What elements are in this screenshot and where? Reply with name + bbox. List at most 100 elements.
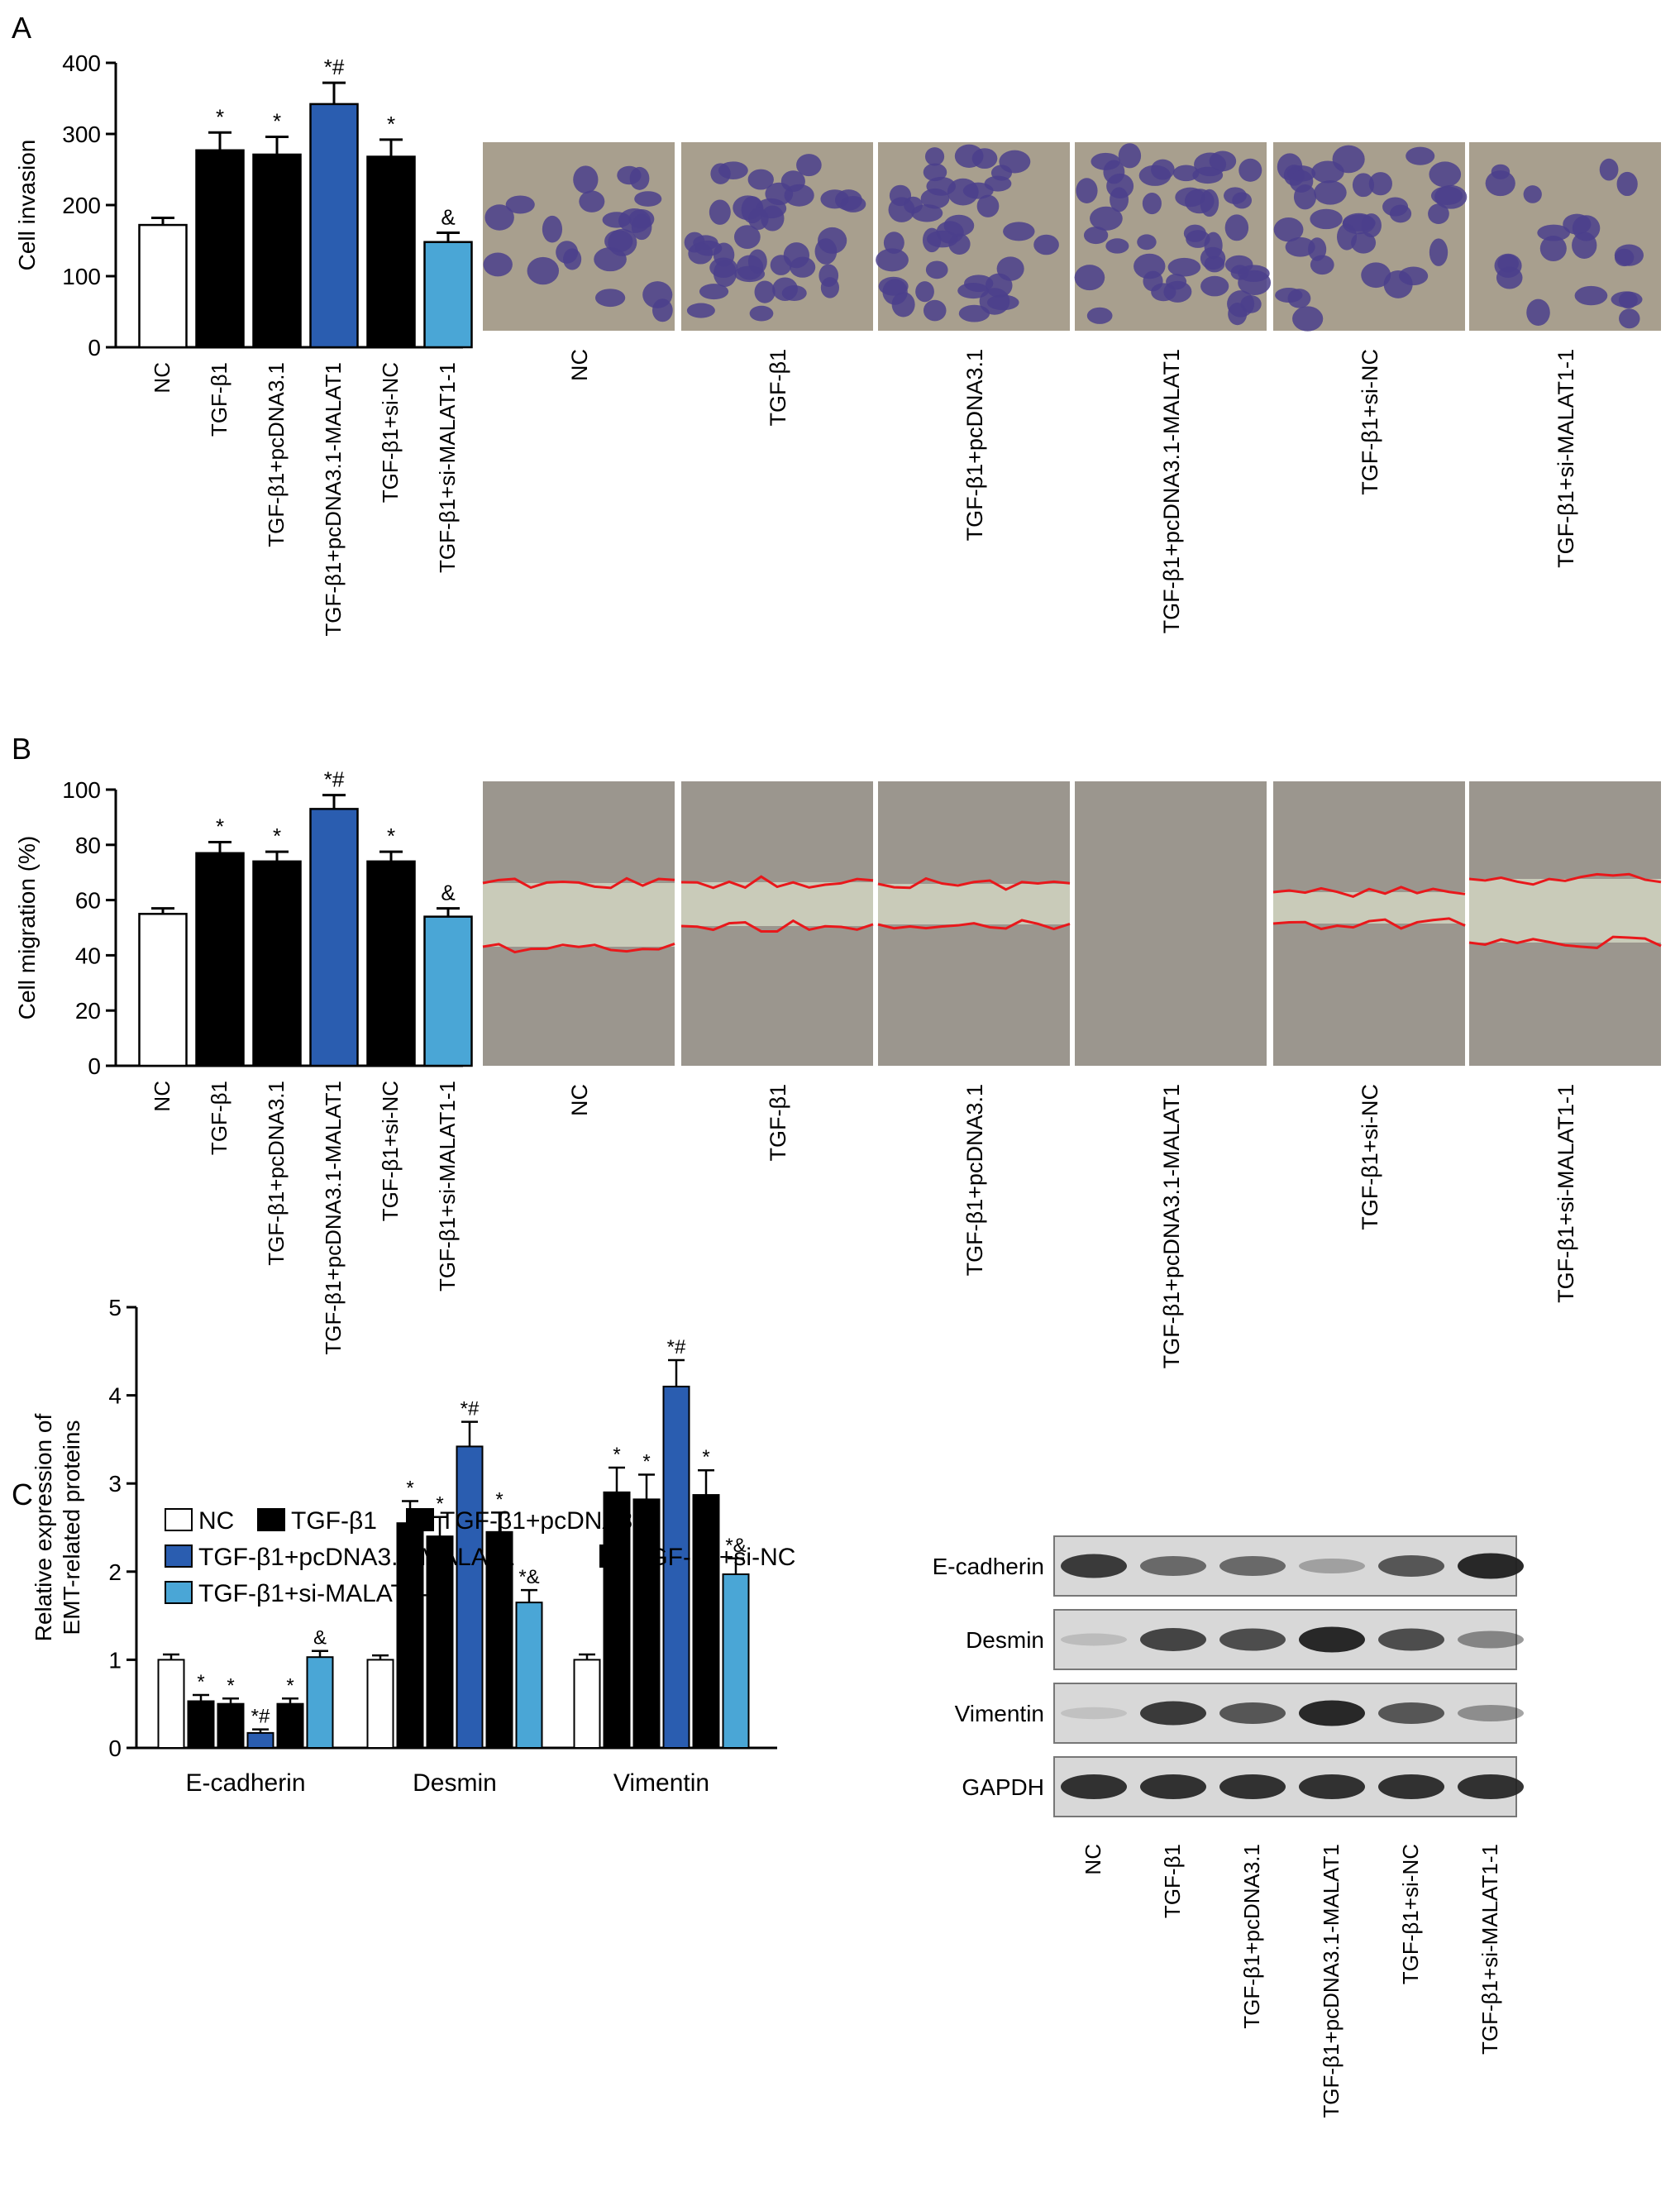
blot-band xyxy=(1299,1774,1365,1799)
y-tick-label-2: 40 xyxy=(75,943,101,968)
stained-cell xyxy=(1224,255,1253,275)
significance-mark: * xyxy=(387,824,395,848)
stained-cell xyxy=(780,170,805,193)
stained-cell xyxy=(1310,208,1343,230)
bar-a-2 xyxy=(252,153,302,349)
significance-mark: *& xyxy=(518,1566,539,1588)
blot-band xyxy=(1299,1626,1365,1653)
stained-cell xyxy=(1314,180,1347,205)
stained-cell xyxy=(1311,160,1344,184)
y-tick-label-5: 100 xyxy=(62,777,101,803)
legend-label-3: TGF-β1+pcDNA3.1-MALAT1 xyxy=(198,1544,515,1571)
y-tick-label-4: 80 xyxy=(75,833,101,858)
stained-cell xyxy=(527,256,560,285)
stained-cell xyxy=(594,289,626,308)
y-axis-title: Cell invasion xyxy=(14,140,40,271)
bar-0-2 xyxy=(217,1702,245,1749)
y-tick-label-0: 0 xyxy=(108,1735,122,1761)
y-tick-label-0: 0 xyxy=(88,335,101,360)
stained-cell xyxy=(1003,222,1035,241)
bar-a-3 xyxy=(309,103,359,349)
bar-b-1 xyxy=(195,852,245,1067)
wound-gap xyxy=(681,882,873,926)
bar-0-5 xyxy=(306,1656,334,1750)
x-tick-label-3: TGF-β1+pcDNA3.1-MALAT1 xyxy=(321,362,346,637)
stained-cell xyxy=(904,196,923,214)
micrographs-a-invasion: NC TGF-β1 TGF-β1+pcDNA3.1 TGF-β1+pcDNA3.1-M… xyxy=(483,142,1661,633)
stained-cell xyxy=(1574,285,1608,306)
panel-letter-b: B xyxy=(12,732,31,766)
legend-swatch-0 xyxy=(165,1508,193,1531)
stained-cell xyxy=(1142,192,1162,215)
stained-cell xyxy=(710,163,731,184)
significance-mark: * xyxy=(273,824,281,848)
stained-cell xyxy=(954,144,984,168)
blot-band xyxy=(1378,1628,1444,1651)
bar-2-0 xyxy=(573,1659,601,1750)
significance-mark: *# xyxy=(324,767,345,792)
stained-cell xyxy=(796,154,822,177)
stained-cell xyxy=(699,284,729,300)
wound-gap xyxy=(878,884,1070,924)
stained-cell xyxy=(1151,159,1175,180)
micrograph-label-4: TGF-β1+si-NC xyxy=(1358,349,1382,495)
stained-cell xyxy=(1491,164,1511,179)
bar-1-5 xyxy=(515,1602,543,1749)
stained-cell xyxy=(573,165,599,194)
panel-letter-a: A xyxy=(12,11,31,45)
chart-a-invasion: 0 100 200 300 400 Cell invasion NC * TGF-β1 * TGF-… xyxy=(14,50,473,637)
blot-lane-label-2: TGF-β1+pcDNA3.1 xyxy=(1239,1844,1264,2029)
significance-mark: * xyxy=(387,112,395,136)
stained-cell xyxy=(709,199,731,225)
blot-row-label-2: Vimentin xyxy=(955,1701,1044,1726)
micrograph-label-2: TGF-β1+pcDNA3.1 xyxy=(962,1084,987,1276)
blot-band xyxy=(1061,1707,1127,1720)
stained-cell xyxy=(1611,291,1643,308)
stained-cell xyxy=(1406,146,1435,165)
micrograph-label-2: TGF-β1+pcDNA3.1 xyxy=(962,349,987,541)
significance-mark: * xyxy=(613,1444,620,1466)
stained-cell xyxy=(1614,248,1635,267)
chart-b-migration: 0 20 40 60 80 100 Cell migration (%) NC * TGF-β1 *… xyxy=(14,767,473,1355)
x-tick-label-1: TGF-β1 xyxy=(207,1081,231,1155)
stained-cell xyxy=(1273,217,1304,242)
bar-0-4 xyxy=(276,1702,304,1749)
stained-cell xyxy=(1086,307,1113,324)
western-blot-c: E-cadherin Desmin Vimentin GAPDH NC TGF-β1 TGF… xyxy=(933,1535,1524,2118)
x-tick-label-2: TGF-β1+pcDNA3.1 xyxy=(264,1081,289,1266)
blot-band xyxy=(1140,1774,1206,1799)
y-tick-label-3: 60 xyxy=(75,888,101,914)
significance-mark: * xyxy=(406,1478,413,1500)
stained-cell xyxy=(1227,290,1255,317)
y-tick-label-1: 20 xyxy=(75,998,101,1024)
y-axis-title-line-1: Relative expression of xyxy=(31,1414,56,1642)
stained-cell xyxy=(976,194,1000,217)
stained-cell xyxy=(1485,170,1515,197)
blot-lane-label-5: TGF-β1+si-MALAT1-1 xyxy=(1477,1844,1502,2055)
significance-mark: *# xyxy=(461,1398,480,1420)
stained-cell xyxy=(1151,283,1176,302)
significance-mark: * xyxy=(197,1671,204,1693)
stained-cell xyxy=(1186,230,1210,248)
blot-lane-label-3: TGF-β1+pcDNA3.1-MALAT1 xyxy=(1319,1844,1344,2118)
stained-cell xyxy=(483,252,513,277)
micrograph-label-5: TGF-β1+si-MALAT1-1 xyxy=(1554,349,1578,568)
blot-row-label-3: GAPDH xyxy=(962,1774,1044,1800)
significance-mark: * xyxy=(216,814,224,838)
stained-cell xyxy=(915,281,934,303)
bar-1-2 xyxy=(426,1535,454,1750)
stained-cell xyxy=(1194,152,1227,177)
significance-mark: * xyxy=(227,1674,234,1697)
blot-band xyxy=(1219,1628,1286,1651)
blot-lane-label-1: TGF-β1 xyxy=(1160,1844,1185,1918)
legend-label-1: TGF-β1 xyxy=(291,1507,377,1535)
wound-gap xyxy=(483,883,675,947)
legend-swatch-1 xyxy=(257,1508,285,1531)
blot-band xyxy=(1299,1559,1365,1573)
stained-cell xyxy=(996,256,1024,281)
stained-cell xyxy=(1074,265,1105,291)
micrograph-label-4: TGF-β1+si-NC xyxy=(1358,1084,1382,1230)
stained-cell xyxy=(579,190,605,212)
